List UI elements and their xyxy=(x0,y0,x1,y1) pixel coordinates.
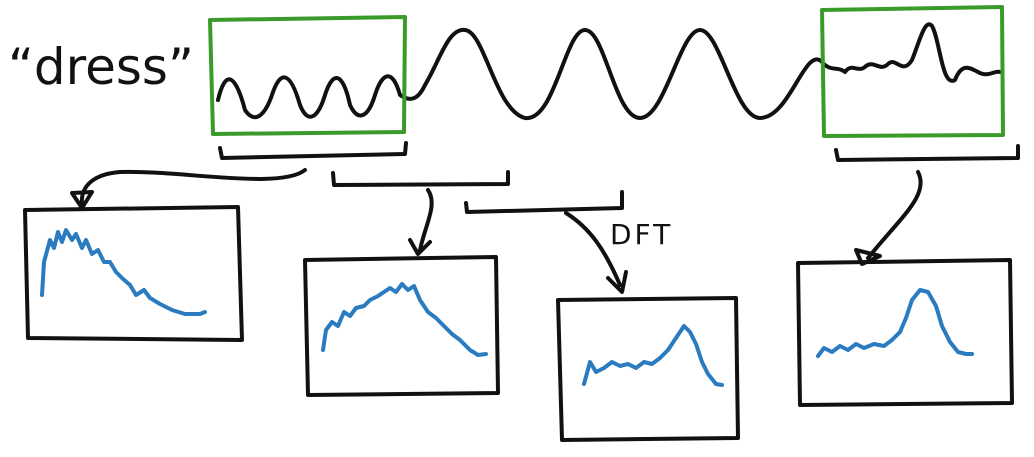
spectrum-box xyxy=(796,258,1014,407)
bracket xyxy=(331,170,510,187)
spectrum-curve xyxy=(816,288,974,358)
spectrum-curve xyxy=(40,228,207,316)
spectrum-curve xyxy=(582,324,724,387)
bracket xyxy=(464,190,624,214)
arrow xyxy=(79,168,307,207)
arrowhead xyxy=(606,270,628,294)
dft-label: DFT xyxy=(610,218,673,251)
spectrum-curve xyxy=(321,282,488,357)
arrow xyxy=(866,170,923,260)
window-box xyxy=(820,5,1005,138)
arrowhead xyxy=(70,190,94,210)
arrow xyxy=(418,188,434,252)
arrow xyxy=(564,211,622,287)
window-box xyxy=(208,15,407,136)
arrowhead xyxy=(408,238,432,256)
spectrum-box xyxy=(556,296,740,442)
bracket xyxy=(834,144,1020,162)
spectrum-box xyxy=(23,205,244,342)
bracket xyxy=(218,141,408,160)
waveform xyxy=(216,22,1002,120)
spectrum-box xyxy=(303,255,500,397)
word-label: “dress” xyxy=(8,38,194,96)
